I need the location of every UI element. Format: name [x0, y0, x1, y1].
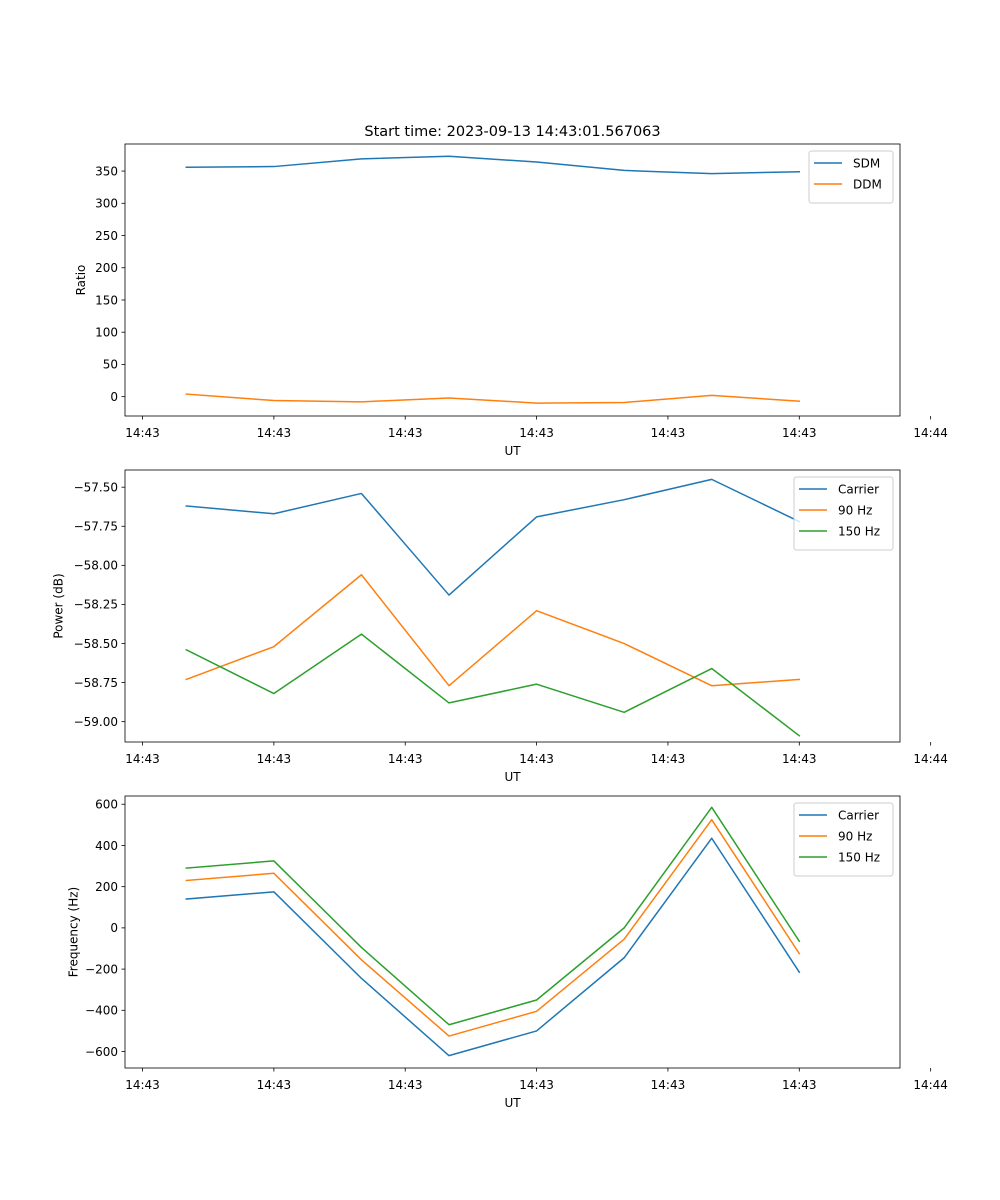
- y-tick-label: −600: [85, 1045, 118, 1059]
- subplot-2: 14:43 14:43 14:43 14:43 14:43 14:43 14:44 −59.0…: [51, 469, 948, 784]
- x-tick-label: 14:43: [125, 426, 160, 440]
- y-tick-label: 100: [95, 326, 118, 340]
- figure-title: Start time: 2023-09-13 14:43:01.567063: [364, 124, 660, 140]
- y-tick-label: 200: [95, 261, 118, 275]
- legend-label-90-hz: 90 Hz: [838, 504, 872, 518]
- series-line-150-hz: [185, 633, 801, 737]
- x-tick-label: 14:43: [519, 426, 554, 440]
- x-tick-label: 14:43: [782, 426, 817, 440]
- x-tick-label: 14:43: [257, 1078, 292, 1092]
- x-tick-label: 14:43: [257, 752, 292, 766]
- y-tick-label: −58.25: [74, 598, 118, 612]
- plot-lines: [185, 478, 801, 737]
- legend-label-carrier: Carrier: [838, 809, 879, 823]
- y-tick-label: 50: [103, 358, 118, 372]
- legend: Carrier 90 Hz 150 Hz: [793, 476, 894, 551]
- subplot-3: 14:43 14:43 14:43 14:43 14:43 14:43 14:44 −600 −…: [67, 795, 948, 1110]
- axes-frame: [124, 143, 901, 417]
- y-tick-label: −200: [85, 962, 118, 976]
- legend-label-carrier: Carrier: [838, 483, 879, 497]
- x-tick-label: 14:44: [913, 1078, 948, 1092]
- y-tick-label: −59.00: [74, 715, 118, 729]
- y-tick-label: −57.75: [74, 520, 118, 534]
- x-tick-label: 14:43: [388, 752, 423, 766]
- x-tick-label: 14:43: [388, 1078, 423, 1092]
- y-tick-label: −57.50: [74, 480, 118, 494]
- series-line-ddm: [185, 393, 801, 404]
- x-axis-label: UT: [504, 444, 521, 458]
- legend-label-ddm: DDM: [853, 178, 882, 192]
- y-tick-label: 150: [95, 293, 118, 307]
- x-tick-label: 14:43: [125, 752, 160, 766]
- y-axis-label: Power (dB): [51, 573, 65, 638]
- x-tick-label: 14:44: [913, 426, 948, 440]
- x-tick-label: 14:43: [388, 426, 423, 440]
- x-tick-label: 14:43: [651, 426, 686, 440]
- x-axis-label: UT: [504, 770, 521, 784]
- legend-label-90-hz: 90 Hz: [838, 830, 872, 844]
- x-tick-label: 14:43: [782, 752, 817, 766]
- y-tick-label: 0: [110, 390, 118, 404]
- y-tick-label: 200: [95, 880, 118, 894]
- x-tick-label: 14:43: [519, 1078, 554, 1092]
- legend-box: [808, 150, 894, 204]
- y-axis-label: Frequency (Hz): [67, 887, 81, 978]
- series-line-90-hz: [185, 818, 801, 1037]
- series-line-carrier: [185, 478, 801, 596]
- y-tick-label: 400: [95, 839, 118, 853]
- x-tick-label: 14:43: [782, 1078, 817, 1092]
- x-tick-label: 14:43: [651, 1078, 686, 1092]
- x-tick-label: 14:44: [913, 752, 948, 766]
- series-line-sdm: [185, 155, 801, 175]
- subplot-1: 14:43 14:43 14:43 14:43 14:43 14:43 14:44 0 50 10…: [74, 143, 948, 458]
- plot-lines: [185, 806, 801, 1057]
- y-tick-label: −58.75: [74, 676, 118, 690]
- legend-label-150-hz: 150 Hz: [838, 851, 880, 865]
- x-tick-label: 14:43: [257, 426, 292, 440]
- y-tick-label: −58.50: [74, 637, 118, 651]
- axes-frame: [124, 795, 901, 1069]
- axes-frame: [124, 469, 901, 743]
- legend: SDM DDM: [808, 150, 894, 204]
- y-tick-label: 600: [95, 798, 118, 812]
- y-tick-label: 0: [110, 921, 118, 935]
- series-line-carrier: [185, 837, 801, 1057]
- y-tick-label: 300: [95, 197, 118, 211]
- x-tick-label: 14:43: [519, 752, 554, 766]
- plot-lines: [185, 155, 801, 404]
- series-line-150-hz: [185, 806, 801, 1026]
- y-axis-label: Ratio: [74, 265, 88, 296]
- x-tick-label: 14:43: [651, 752, 686, 766]
- y-tick-label: 350: [95, 164, 118, 178]
- y-tick-label: −58.00: [74, 559, 118, 573]
- y-tick-label: 250: [95, 229, 118, 243]
- y-tick-label: −400: [85, 1004, 118, 1018]
- legend-label-sdm: SDM: [853, 157, 880, 171]
- x-tick-label: 14:43: [125, 1078, 160, 1092]
- subplots: 14:43 14:43 14:43 14:43 14:43 14:43 14:44 0 50 10…: [51, 143, 948, 1110]
- legend: Carrier 90 Hz 150 Hz: [793, 802, 894, 877]
- series-line-90-hz: [185, 573, 801, 687]
- legend-label-150-hz: 150 Hz: [838, 525, 880, 539]
- x-axis-label: UT: [504, 1096, 521, 1110]
